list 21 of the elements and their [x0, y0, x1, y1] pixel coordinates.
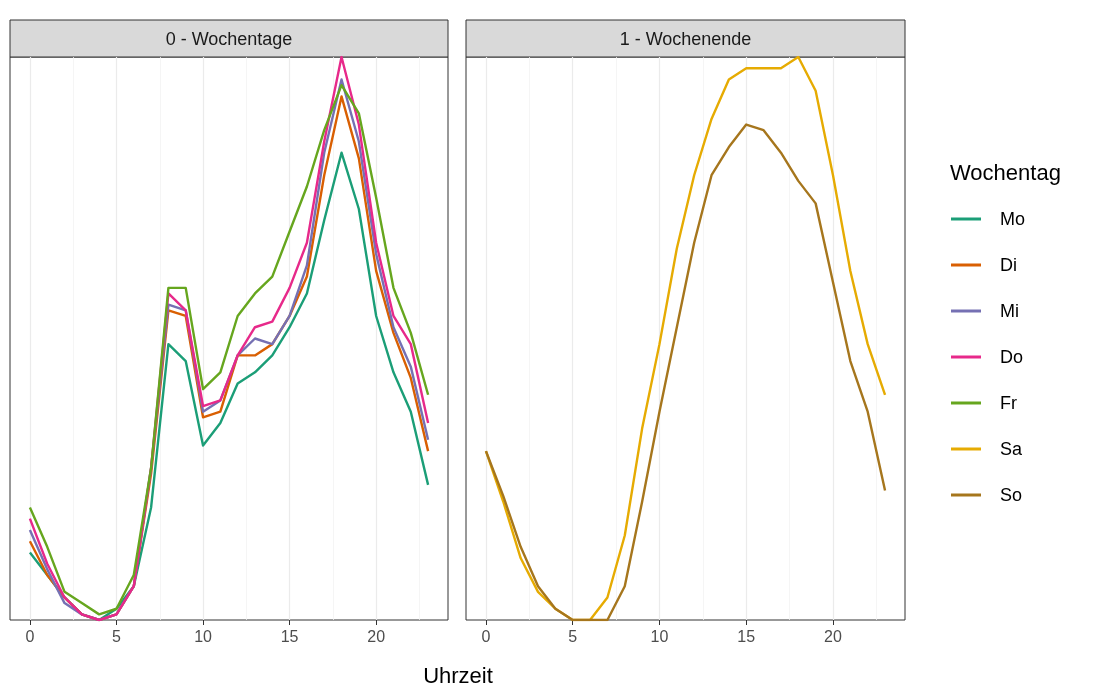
x-tick-label: 5 — [568, 627, 578, 645]
legend-title: Wochentag — [950, 159, 1061, 185]
x-tick-label: 0 — [481, 627, 491, 645]
chart-title: 1 - Wochenende — [619, 28, 752, 49]
x-tick-label: 10 — [650, 627, 669, 645]
x-tick-label: 20 — [824, 627, 842, 645]
legend-label: Mo — [1000, 209, 1026, 229]
chart-title: 0 - Wochentage — [165, 28, 293, 49]
legend-label: So — [1000, 485, 1023, 505]
x-axis-title: Uhrzeit — [423, 662, 493, 686]
x-tick-label: 0 — [25, 627, 35, 645]
x-tick-label: 15 — [280, 627, 299, 645]
x-tick-label: 20 — [367, 627, 386, 645]
x-tick-label: 5 — [112, 627, 122, 645]
x-tick-label: 15 — [737, 627, 756, 645]
legend-label: Sa — [1000, 439, 1024, 459]
legend-label: Mi — [1000, 301, 1019, 321]
legend-label: Fr — [1000, 393, 1017, 413]
legend-label: Di — [1000, 255, 1017, 275]
x-tick-label: 10 — [194, 627, 213, 645]
legend-label: Do — [1000, 347, 1024, 367]
